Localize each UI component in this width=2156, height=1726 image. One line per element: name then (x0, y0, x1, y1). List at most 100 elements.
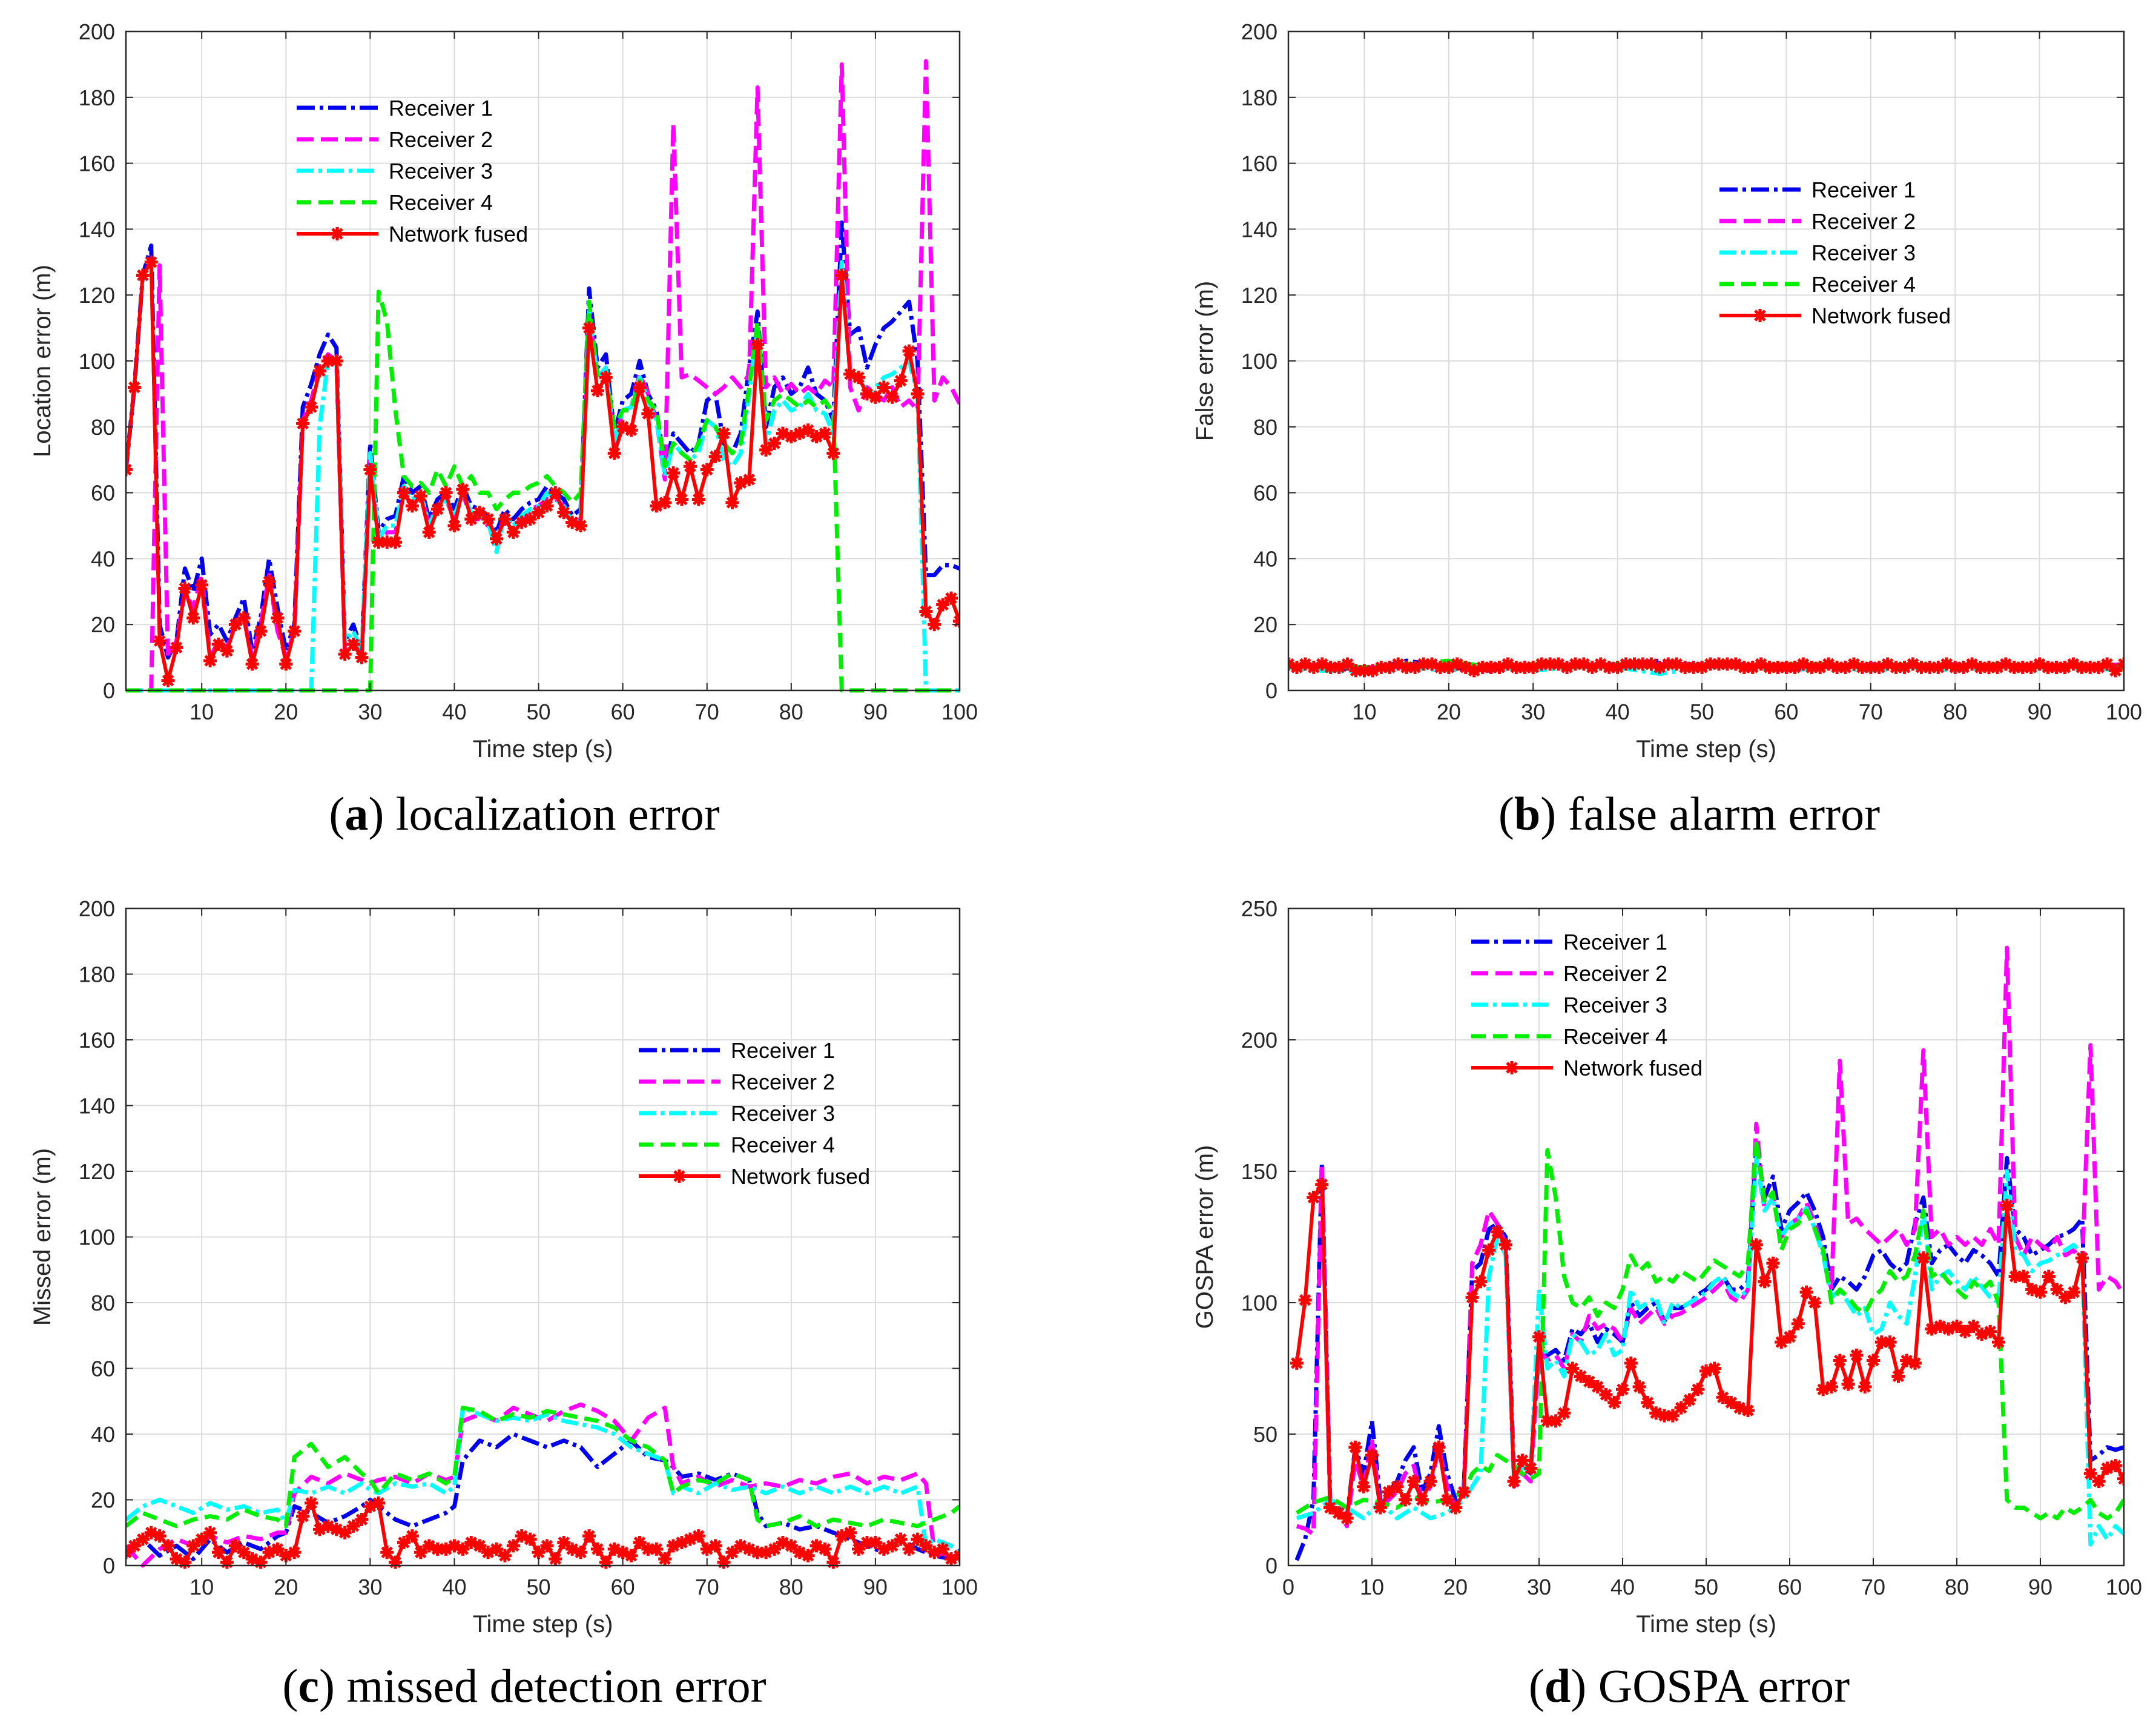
y-tick-label: 0 (1265, 1553, 1277, 1578)
data-point (338, 1526, 352, 1539)
data-point (2042, 1269, 2055, 1283)
data-point (355, 1513, 369, 1527)
y-tick-label: 50 (1253, 1422, 1277, 1447)
legend: Receiver 1 Receiver 2 Receiver 3 Receiver 4… (639, 1038, 870, 1189)
data-point (1850, 1348, 1864, 1362)
data-point (624, 423, 638, 437)
data-point (329, 354, 343, 368)
data-point (1549, 1414, 1563, 1428)
chart-panel-c: 10 20 30 40 50 60 70 80 90 100 0 20 40 60 80 100 120 140 1… (29, 896, 978, 1712)
y-tick-label: 0 (103, 678, 115, 703)
x-tick-label: 20 (274, 699, 298, 724)
data-point (1931, 660, 1945, 674)
panel-letter: b (1514, 787, 1540, 840)
y-tick-label: 40 (1253, 546, 1277, 571)
x-tick-label: 20 (1437, 699, 1461, 724)
x-tick-label: 20 (1443, 1575, 1468, 1599)
y-tick-label: 160 (79, 151, 115, 176)
y-tick-label: 100 (79, 1225, 115, 1250)
data-point (414, 1546, 427, 1559)
data-point (1482, 1243, 1496, 1257)
y-tick-label: 200 (1241, 1028, 1277, 1053)
data-point (633, 380, 647, 394)
legend-entry-label: Receiver 4 (1812, 272, 1916, 297)
data-point (1992, 1335, 2005, 1349)
data-point (288, 1546, 302, 1559)
y-axis-label: Location error (m) (29, 265, 56, 457)
data-point (245, 657, 259, 671)
data-point (2117, 657, 2124, 671)
data-point (818, 1542, 832, 1556)
data-point (1691, 1383, 1705, 1397)
y-tick-label: 80 (91, 415, 115, 440)
data-point (1524, 1461, 1538, 1475)
data-point (161, 1539, 175, 1553)
panel-caption: (b) false alarm error (1498, 787, 1880, 840)
y-tick-label: 80 (91, 1291, 115, 1315)
data-point (170, 641, 183, 655)
y-tick-label: 150 (1241, 1159, 1277, 1184)
legend: Receiver 1 Receiver 2 Receiver 3 Receiver 4… (1719, 177, 1951, 328)
x-axis-label: Time step (s) (1636, 736, 1776, 762)
data-point (759, 443, 773, 457)
data-point (195, 578, 209, 592)
data-point (826, 1555, 840, 1569)
chart-panel-d: 0 10 20 30 40 50 60 70 80 90 100 0 50 100 150 200 250 Tim… (1192, 896, 2142, 1712)
data-point (1674, 1401, 1688, 1415)
data-point (1825, 1380, 1838, 1394)
data-point (607, 446, 621, 460)
data-point (2075, 1251, 2089, 1265)
data-point (506, 1539, 520, 1553)
data-point (447, 519, 461, 532)
y-tick-label: 20 (91, 1488, 115, 1513)
y-tick-label: 180 (1241, 85, 1277, 110)
data-point (1357, 1480, 1371, 1493)
data-point (279, 657, 293, 671)
legend-entry-label: Receiver 2 (731, 1070, 835, 1094)
data-point (700, 463, 714, 477)
data-point (144, 255, 158, 269)
legend-entry-label: Network fused (1563, 1056, 1703, 1080)
data-point (456, 483, 470, 497)
data-point (809, 1539, 823, 1553)
y-tick-label: 250 (1241, 896, 1277, 921)
data-point (346, 637, 360, 651)
data-point (944, 591, 958, 605)
data-point (1440, 1493, 1454, 1507)
data-point (599, 1555, 613, 1569)
data-point (2050, 1283, 2064, 1297)
x-tick-label: 40 (1610, 1575, 1635, 1599)
legend-entry-label: Receiver 2 (389, 127, 493, 152)
data-point (1365, 1448, 1379, 1462)
data-point (1298, 1293, 1312, 1307)
data-point (902, 1542, 916, 1556)
series-group (1288, 657, 2124, 678)
x-tick-label: 60 (1778, 1575, 1802, 1599)
x-tick-label: 100 (941, 699, 978, 724)
x-tick-label: 90 (863, 1575, 888, 1599)
series-line-receiver-3 (126, 260, 960, 693)
data-point (1758, 1275, 1772, 1289)
y-tick-label: 60 (91, 1357, 115, 1381)
x-tick-label: 10 (1352, 699, 1376, 724)
series-line-receiver-4 (1295, 1137, 2124, 1521)
data-point (691, 492, 705, 506)
y-tick-label: 100 (1241, 1291, 1277, 1315)
panel-caption: (d) GOSPA error (1529, 1659, 1850, 1712)
data-point (624, 1549, 638, 1562)
data-point (540, 499, 554, 513)
series-line-receiver-3 (126, 1406, 960, 1555)
data-point (1399, 1493, 1413, 1507)
data-point (801, 1549, 815, 1562)
data-point (1382, 1485, 1396, 1499)
data-point (911, 387, 925, 401)
data-point (346, 1519, 360, 1533)
data-point (136, 1532, 150, 1546)
data-point (549, 1552, 562, 1566)
data-point (1557, 1406, 1571, 1420)
data-point (1858, 1380, 1872, 1394)
data-point (1415, 1493, 1429, 1507)
x-tick-label: 100 (2106, 699, 2142, 724)
data-point (296, 1509, 310, 1523)
data-point (1707, 1361, 1721, 1375)
